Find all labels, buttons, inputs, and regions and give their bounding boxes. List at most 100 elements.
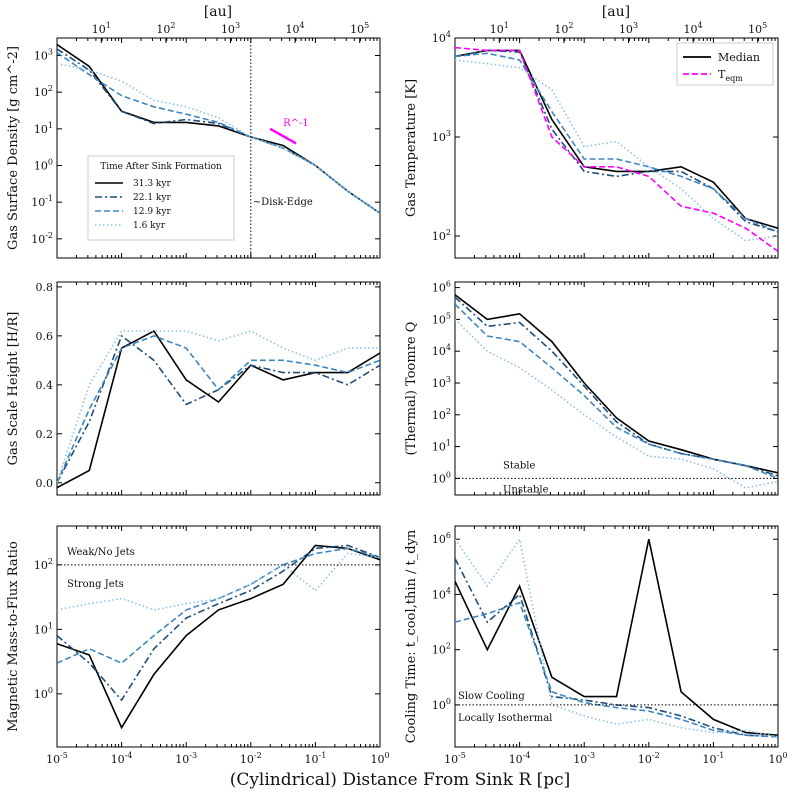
- au-tick-label: 104: [684, 21, 703, 36]
- panel-frame: [454, 281, 779, 496]
- y-tick-label: 102: [432, 407, 451, 422]
- y-tick-label: 0.2: [36, 428, 54, 441]
- stable-label: Stable: [503, 460, 535, 471]
- y-axis-label: Cooling Time: t_cool,thin / t_dyn: [404, 529, 419, 743]
- y-tick-label: 0.6: [36, 330, 54, 343]
- panel-frame: [454, 525, 779, 748]
- y-tick-label: 102: [432, 642, 451, 657]
- legend-label: 12.9 kyr: [133, 207, 171, 217]
- x-tick-label: 10-5: [444, 751, 466, 766]
- series-line-31-3-kyr: [455, 539, 778, 736]
- slope-guide: [269, 127, 297, 145]
- legend-box: [676, 42, 774, 86]
- y-axis-label: Gas Surface Density [g cm^-2]: [6, 46, 21, 250]
- series-line-31-3-kyr: [57, 544, 380, 730]
- legend-label: 22.1 kyr: [133, 193, 171, 203]
- legend-label: 1.6 kyr: [133, 221, 166, 231]
- panel-frame: [56, 37, 381, 259]
- slope-label: R^-1: [283, 118, 309, 129]
- y-tick-label: 102: [34, 557, 53, 572]
- series-line-1-6-kyr: [57, 552, 380, 611]
- y-tick-label: 102: [34, 84, 53, 99]
- y-tick-label: 100: [34, 157, 53, 172]
- y-tick-label: 105: [432, 311, 451, 326]
- panel-toomre: 100 101 102 103 104 105 106 (Thermal) Toomre Q S…: [404, 280, 779, 496]
- y-tick-label: 104: [432, 30, 451, 45]
- y-tick-label: 0.0: [36, 477, 54, 490]
- panel-frame: [56, 525, 381, 748]
- y-tick-label: 10-1: [31, 194, 53, 209]
- series-line-1-6-kyr: [455, 318, 778, 489]
- series-line-12-9-kyr: [57, 547, 380, 665]
- series-line-1-6-kyr: [57, 330, 380, 484]
- y-tick-label: 104: [432, 343, 451, 358]
- x-axis-label: (Cylindrical) Distance From Sink R [pc]: [230, 770, 571, 790]
- x-tick-label: 10-3: [175, 751, 197, 766]
- series-line-22-1-kyr: [455, 49, 778, 233]
- y-tick-label: 101: [34, 621, 53, 636]
- y-tick-label: 103: [432, 375, 451, 390]
- panel-cooling: 10-5 10-4 10-3 10-2 10-1 100 100 102 104 106 Cooli…: [404, 525, 788, 766]
- series-line-12-9-kyr: [455, 52, 778, 233]
- x-tick-label: 10-3: [573, 751, 595, 766]
- x-tick-label: 10-2: [638, 751, 660, 766]
- panel-frame: [56, 281, 381, 496]
- y-tick-label: 103: [432, 129, 451, 144]
- weak-jets-label: Weak/No Jets: [67, 547, 135, 558]
- series-line-1-6-kyr: [455, 59, 778, 242]
- y-tick-label: 102: [432, 228, 451, 243]
- series-line-12-9-kyr: [57, 335, 380, 484]
- y-tick-label: 106: [432, 531, 451, 546]
- series-line-Median: [455, 49, 778, 229]
- legend-label: Teqm: [718, 68, 743, 83]
- y-axis-label: (Thermal) Toomre Q: [404, 322, 419, 456]
- series-line-T-eqm: [455, 46, 778, 253]
- y-axis-label: Magnetic Mass-to-Flux Ratio: [6, 541, 21, 732]
- series-line-12-9-kyr: [57, 51, 380, 214]
- legend-title: Time After Sink Formation: [100, 162, 222, 172]
- panel-mass_to_flux: 10-5 10-4 10-3 10-2 10-1 100 100 101 102 Magnetic…: [6, 525, 390, 766]
- unstable-label: Unstable: [503, 484, 549, 495]
- x-tick-label: 100: [768, 751, 787, 766]
- y-tick-label: 101: [432, 439, 451, 454]
- x-tick-label: 10-4: [509, 751, 531, 766]
- au-tick-label: 101: [92, 21, 111, 36]
- y-axis-label: Gas Temperature [K]: [404, 79, 419, 217]
- legend-label: 31.3 kyr: [133, 179, 171, 189]
- top-axis-label-right: [au]: [602, 4, 630, 20]
- series-line-22-1-kyr: [455, 558, 778, 738]
- au-tick-label: 102: [554, 21, 573, 36]
- y-axis-label: Gas Scale Height [H/R]: [6, 312, 21, 466]
- x-tick-label: 10-1: [305, 751, 327, 766]
- y-tick-label: 0.8: [36, 281, 54, 294]
- au-tick-label: 102: [156, 21, 175, 36]
- top-axis-label-left: [au]: [204, 4, 232, 20]
- y-tick-label: 103: [34, 47, 53, 62]
- series-line-22-1-kyr: [57, 544, 380, 702]
- au-tick-label: 103: [221, 21, 240, 36]
- y-tick-label: 10-2: [31, 231, 53, 246]
- x-tick-label: 10-5: [46, 751, 68, 766]
- x-tick-label: 10-2: [240, 751, 262, 766]
- panel-frame: [454, 37, 779, 259]
- series-line-31-3-kyr: [455, 294, 778, 474]
- panel-scale_height: 0.0 0.2 0.4 0.6 0.8 Gas Scale Height [H/R]: [6, 281, 381, 496]
- au-tick-label: 105: [350, 21, 369, 36]
- x-tick-label: 100: [370, 751, 389, 766]
- series-line-31-3-kyr: [57, 329, 380, 489]
- panel-surface_density: 101 102 103 104 105 10-2 10-1 100 101 102 103 Gas S…: [6, 21, 381, 259]
- strong-jets-label: Strong Jets: [67, 579, 124, 590]
- legend: Time After Sink Formation 31.3 kyr 22.1 ky…: [87, 155, 235, 241]
- y-tick-label: 100: [432, 470, 451, 485]
- au-tick-label: 103: [619, 21, 638, 36]
- y-tick-label: 100: [34, 686, 53, 701]
- panel-temperature: 101 102 103 104 105 102 103 104 Gas Temperature …: [404, 21, 779, 259]
- au-tick-label: 104: [286, 21, 305, 36]
- y-tick-label: 0.4: [36, 379, 54, 392]
- legend: Median Teqm: [676, 42, 774, 86]
- series-line-22-1-kyr: [455, 296, 778, 477]
- series-line-12-9-kyr: [455, 601, 778, 738]
- au-tick-label: 101: [490, 21, 509, 36]
- slow-cooling-label: Slow Cooling: [458, 691, 525, 702]
